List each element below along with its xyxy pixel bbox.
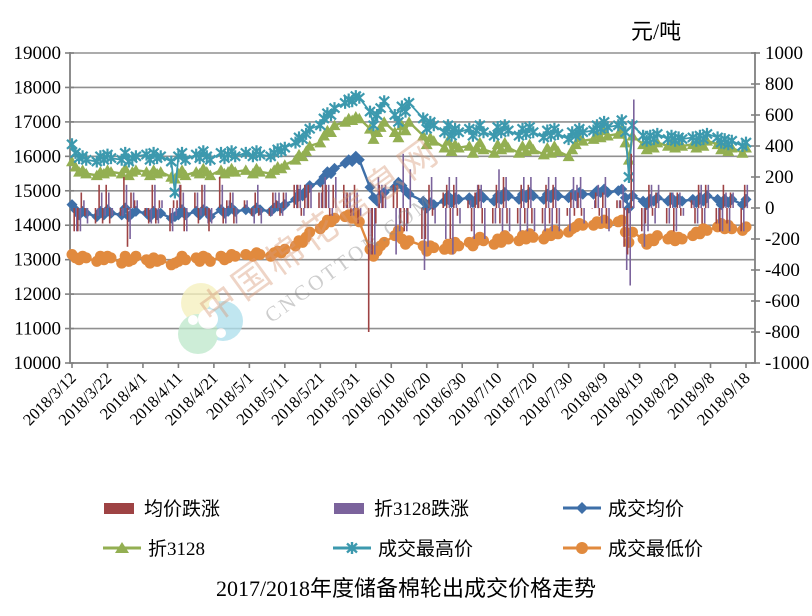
- svg-text:800: 800: [765, 74, 794, 95]
- bar-swatch-icon: [334, 502, 364, 514]
- svg-text:200: 200: [765, 167, 794, 188]
- right-axis-labels: 1000 800 600 400 200 0 -200 -400 -600 -800 -1000: [751, 43, 809, 374]
- svg-text:12000: 12000: [14, 284, 62, 305]
- svg-text:-800: -800: [765, 322, 800, 343]
- legend-label: 成交最低价: [608, 539, 704, 560]
- svg-text:400: 400: [765, 136, 794, 157]
- bar-swatch-icon: [104, 502, 134, 514]
- svg-text:-1000: -1000: [765, 353, 809, 374]
- watermark-logo: [178, 283, 243, 354]
- legend-item-z3128-change: 折3128跌涨: [333, 494, 469, 521]
- svg-text:-400: -400: [765, 260, 800, 281]
- legend-item-avg-change: 均价跌涨: [103, 494, 220, 521]
- svg-text:17000: 17000: [14, 112, 62, 133]
- line-circle-marker-icon: [563, 541, 601, 554]
- legend-label: 折3128: [148, 539, 206, 560]
- line-triangle-marker-icon: [103, 541, 141, 553]
- svg-text:19000: 19000: [14, 43, 62, 64]
- svg-text:1000: 1000: [765, 43, 803, 64]
- svg-text:10000: 10000: [14, 353, 62, 374]
- legend-item-high-price: 成交最高价: [333, 534, 473, 561]
- svg-text:-600: -600: [765, 291, 800, 312]
- svg-text:15000: 15000: [14, 181, 62, 202]
- left-axis-labels: 19000 18000 17000 16000 15000 14000 13000 12000…: [14, 43, 74, 374]
- legend-item-avg-price: 成交均价: [563, 494, 684, 521]
- svg-text:16000: 16000: [14, 146, 62, 167]
- svg-text:14000: 14000: [14, 215, 62, 236]
- legend-label: 成交最高价: [378, 539, 474, 560]
- svg-text:11000: 11000: [14, 319, 61, 340]
- line-asterisk-marker-icon: [333, 541, 371, 554]
- series-5-circle: [66, 207, 752, 271]
- legend-item-low-price: 成交最低价: [563, 534, 703, 561]
- chart-title: 2017/2018年度储备棉轮出成交价格走势: [215, 576, 597, 601]
- price-trend-chart: 19000 18000 17000 16000 15000 14000 13000 12000…: [14, 43, 810, 429]
- legend-label: 成交均价: [608, 499, 685, 520]
- svg-text:18000: 18000: [14, 77, 62, 98]
- series-4-asterisk: [66, 90, 752, 199]
- x-axis-labels: 2018/3/122018/3/222018/4/12018/4/112018/…: [19, 363, 754, 429]
- svg-text:600: 600: [765, 105, 794, 126]
- svg-text:0: 0: [765, 198, 775, 219]
- svg-text:-200: -200: [765, 229, 800, 250]
- svg-text:13000: 13000: [14, 250, 62, 271]
- change-bars: [73, 99, 749, 332]
- right-axis-unit-label: 元/吨: [631, 19, 682, 44]
- legend-label: 均价跌涨: [144, 499, 221, 520]
- line-diamond-marker-icon: [563, 501, 601, 514]
- legend-item-z3128: 折3128: [103, 534, 205, 561]
- legend-label: 折3128跌涨: [374, 499, 470, 520]
